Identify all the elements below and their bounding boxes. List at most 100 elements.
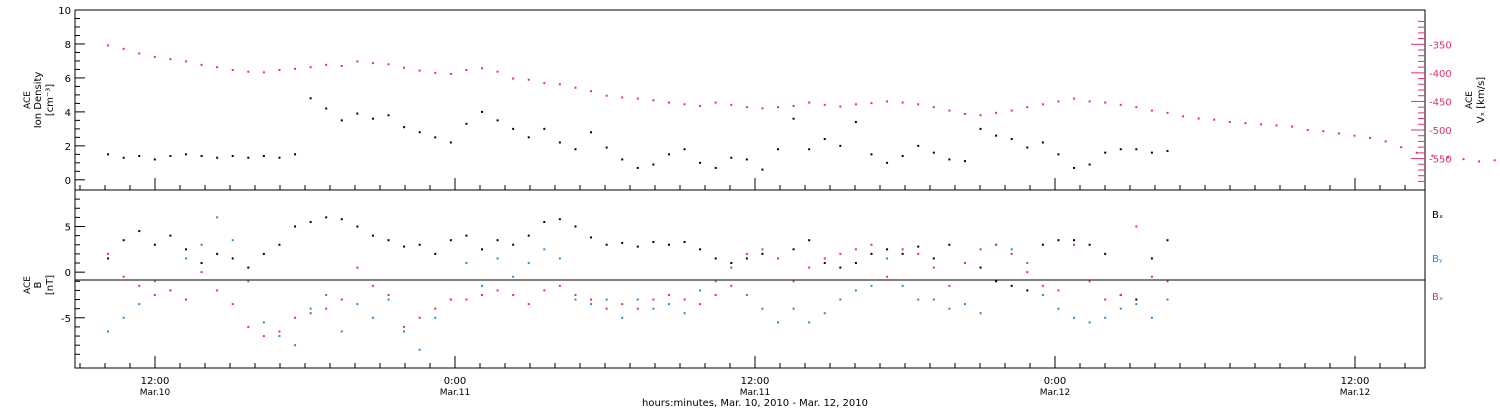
bx-point	[714, 257, 717, 260]
bz-point	[371, 284, 374, 287]
bz-point	[543, 289, 546, 292]
vx-point	[107, 44, 110, 47]
vx-tick-label: -500	[1429, 126, 1452, 137]
date-tick-label: Mar.12	[1040, 388, 1070, 398]
by-point	[636, 298, 639, 301]
by-point	[122, 316, 125, 319]
density-point	[870, 153, 873, 156]
bx-point	[496, 239, 499, 242]
density-axis-label: ACE Ion Density [cm⁻³]	[23, 72, 56, 129]
by-point	[278, 335, 281, 338]
bz-point	[1150, 275, 1153, 278]
bz-point	[247, 325, 250, 328]
density-point	[1041, 141, 1044, 144]
vx-point	[309, 66, 312, 69]
vx-point	[418, 69, 421, 72]
vx-point	[1166, 111, 1169, 114]
density-point	[917, 144, 920, 147]
bottom-panel-frame	[74, 189, 1426, 369]
density-point	[808, 148, 811, 151]
bz-point	[1073, 243, 1076, 246]
bx-point	[823, 262, 826, 265]
legend-bz: Bₓ	[1432, 292, 1443, 303]
bx-point	[932, 257, 935, 260]
bx-point	[403, 245, 406, 248]
series-layer	[107, 44, 1496, 351]
bz-point	[667, 293, 670, 296]
by-point	[262, 321, 265, 324]
by-point	[574, 298, 577, 301]
bz-point	[683, 298, 686, 301]
vx-point	[963, 113, 966, 115]
vx-point	[1493, 159, 1496, 162]
bx-point	[917, 245, 920, 248]
bx-point	[418, 243, 421, 246]
bz-point	[1041, 284, 1044, 287]
by-point	[184, 257, 187, 260]
density-point	[730, 156, 733, 159]
bz-point	[558, 284, 561, 287]
density-point	[792, 117, 795, 120]
by-point	[1104, 316, 1107, 319]
bx-point	[434, 252, 437, 255]
vx-point	[1353, 134, 1356, 137]
vx-point	[387, 63, 390, 66]
bx-point	[667, 243, 670, 246]
by-point	[808, 321, 811, 324]
density-point	[948, 158, 951, 161]
density-tick-label: 6	[65, 74, 71, 85]
bz-point	[153, 293, 156, 296]
by-point	[1166, 298, 1169, 301]
by-point	[590, 303, 593, 306]
by-point	[480, 284, 483, 287]
density-point	[527, 136, 530, 139]
by-point	[792, 307, 795, 310]
bz-point	[823, 257, 826, 260]
vx-point	[636, 97, 639, 100]
vx-point	[247, 70, 250, 73]
bx-point	[995, 280, 998, 283]
bz-point	[979, 248, 982, 251]
vx-axis-label: ACE Vₓ [km/s]	[1465, 77, 1487, 123]
vx-point	[294, 67, 297, 70]
bz-point	[1104, 298, 1107, 301]
bx-point	[262, 252, 265, 255]
bz-point	[169, 289, 172, 292]
vx-point	[184, 60, 187, 63]
date-tick-label: Mar.11	[740, 388, 770, 398]
vx-point	[901, 101, 904, 104]
bx-point	[745, 257, 748, 260]
vx-point	[1182, 115, 1185, 118]
by-point	[1119, 307, 1122, 310]
vx-point	[1291, 125, 1294, 128]
bz-point	[449, 298, 452, 301]
density-point	[496, 119, 499, 122]
density-point	[122, 156, 125, 159]
bz-point	[309, 312, 312, 315]
vx-point	[621, 96, 624, 99]
density-point	[932, 151, 935, 154]
bz-point	[325, 307, 328, 310]
time-tick-label: 12:00	[1341, 376, 1370, 387]
bx-point	[169, 234, 172, 237]
vx-point	[683, 103, 686, 106]
bx-point	[449, 239, 452, 242]
vx-point	[1041, 103, 1044, 106]
by-point	[839, 298, 842, 301]
bx-point	[1104, 252, 1107, 255]
by-point	[761, 307, 764, 310]
density-point	[621, 158, 624, 161]
by-point	[823, 312, 826, 315]
density-point	[216, 156, 219, 159]
bz-point	[886, 275, 889, 278]
vx-point	[340, 65, 343, 67]
density-point	[200, 155, 203, 158]
bx-point	[901, 252, 904, 255]
vx-point	[558, 83, 561, 86]
bx-point	[371, 234, 374, 237]
vx-tick-label: -450	[1429, 97, 1452, 108]
vx-point	[886, 100, 889, 103]
vx-point	[1135, 106, 1138, 109]
b-tick-label: 0	[65, 268, 71, 279]
by-point	[870, 284, 873, 287]
